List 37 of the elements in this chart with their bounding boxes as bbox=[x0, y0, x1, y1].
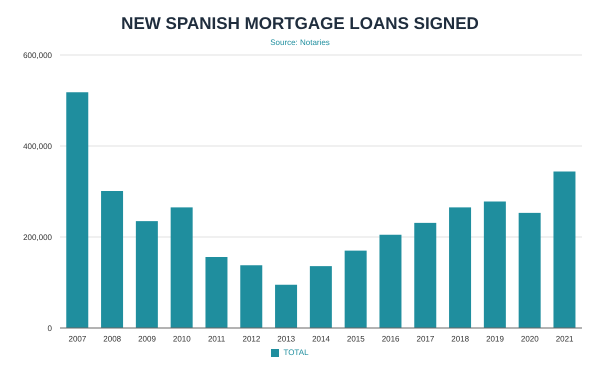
bar bbox=[484, 202, 506, 328]
bar bbox=[136, 221, 158, 328]
bar bbox=[240, 265, 262, 328]
x-tick-label: 2008 bbox=[103, 334, 122, 344]
bar bbox=[170, 207, 193, 328]
y-tick-label: 200,000 bbox=[23, 232, 53, 242]
x-tick-label: 2016 bbox=[382, 334, 400, 344]
y-tick-label: 0 bbox=[48, 324, 53, 333]
bar bbox=[205, 257, 228, 328]
bar bbox=[275, 284, 298, 328]
x-tick-label: 2020 bbox=[520, 334, 540, 344]
bar bbox=[344, 250, 367, 328]
x-tick-label: 2010 bbox=[172, 334, 192, 344]
bar bbox=[518, 212, 541, 328]
x-tick-label: 2007 bbox=[68, 334, 87, 344]
x-tick-label: 2021 bbox=[556, 334, 574, 344]
x-tick-label: 2012 bbox=[242, 334, 261, 344]
legend-label: TOTAL bbox=[283, 348, 309, 357]
x-tick-label: 2018 bbox=[451, 334, 470, 344]
x-tick-label: 2011 bbox=[208, 334, 226, 344]
x-tick-label: 2019 bbox=[486, 334, 504, 344]
x-tick-label: 2014 bbox=[312, 334, 330, 344]
x-tick-label: 2015 bbox=[346, 334, 366, 344]
bar bbox=[414, 222, 436, 328]
chart-title: NEW SPANISH MORTGAGE LOANS SIGNED bbox=[120, 14, 480, 34]
chart-subtitle: Source: Notaries bbox=[269, 38, 331, 47]
bar bbox=[66, 92, 88, 328]
y-tick-label: 600,000 bbox=[23, 50, 53, 60]
x-tick-label: 2017 bbox=[416, 334, 435, 344]
bar bbox=[379, 234, 402, 328]
bar bbox=[101, 191, 124, 328]
x-tick-label: 2009 bbox=[138, 334, 156, 344]
y-tick-label: 400,000 bbox=[23, 142, 53, 151]
bar bbox=[310, 266, 332, 328]
x-tick-label: 2013 bbox=[277, 334, 296, 344]
bar bbox=[449, 207, 472, 328]
bar bbox=[553, 171, 576, 328]
